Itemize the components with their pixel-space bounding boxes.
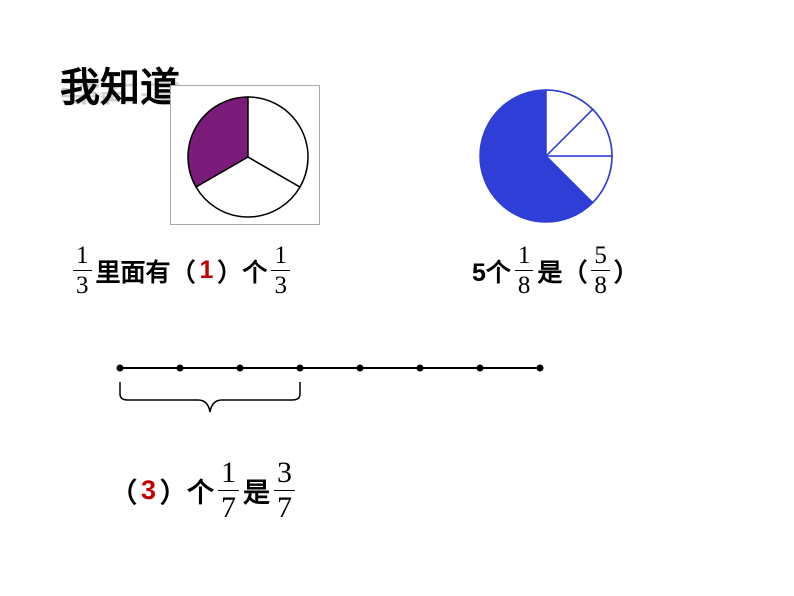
question-2: 5个 1 8 是（ 5 8 ） [472, 243, 639, 298]
q3-answer: 3 [141, 475, 156, 506]
q1-text1: 里面有（ [96, 253, 196, 289]
q3-text1: （ [110, 471, 137, 510]
question-1: 1 3 里面有（ 1 ）个 1 3 [69, 243, 294, 298]
q2-text1: 5个 [472, 253, 511, 289]
q3-text2: ）个 [160, 471, 214, 510]
pie-eighths [478, 88, 614, 224]
q3-text3: 是 [243, 471, 270, 510]
fraction-5-8: 5 8 [591, 243, 610, 298]
pie-thirds [185, 94, 311, 220]
question-3: （ 3 ）个 1 7 是 3 7 [110, 458, 299, 523]
page-title-reflection: 我知道 [60, 80, 180, 104]
fraction-1-3a: 1 3 [73, 243, 92, 298]
fraction-3-7: 3 7 [274, 458, 295, 523]
q1-text2: ）个 [217, 253, 267, 289]
q2-text3: ） [614, 253, 639, 289]
fraction-1-7: 1 7 [218, 458, 239, 523]
q2-text2: 是（ [537, 253, 587, 289]
title-block: 我知道 我知道 [60, 68, 180, 144]
pie-thirds-box [170, 85, 320, 225]
q1-answer: 1 [200, 256, 214, 285]
fraction-1-8: 1 8 [515, 243, 534, 298]
fraction-1-3b: 1 3 [271, 243, 290, 298]
number-line [116, 360, 544, 420]
